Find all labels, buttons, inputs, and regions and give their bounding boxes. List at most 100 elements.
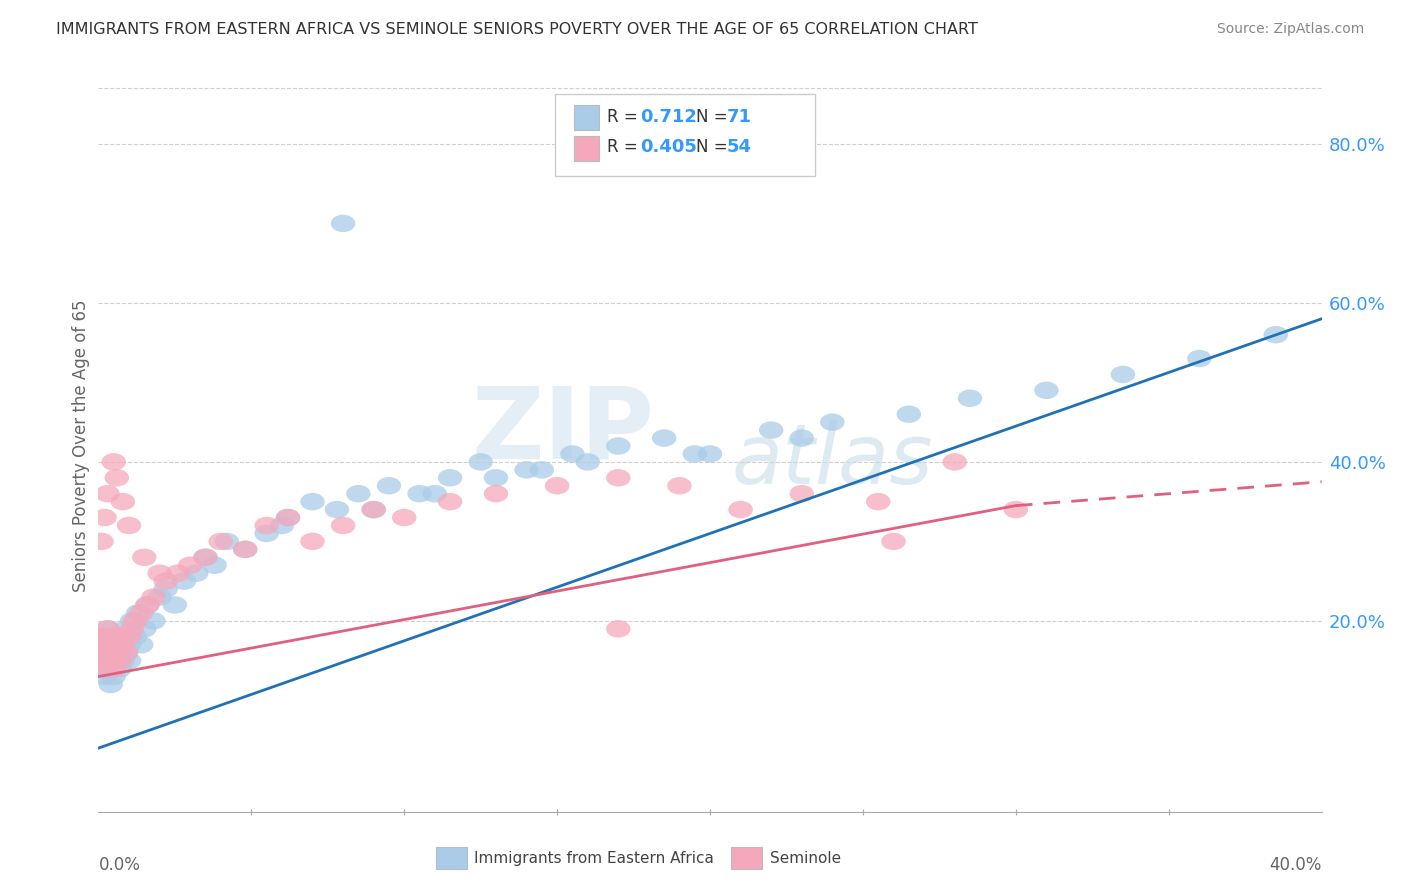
- Ellipse shape: [98, 652, 122, 669]
- Ellipse shape: [96, 620, 120, 638]
- Ellipse shape: [148, 589, 172, 606]
- Ellipse shape: [560, 445, 585, 463]
- Text: atlas: atlas: [731, 420, 934, 501]
- Ellipse shape: [108, 628, 132, 646]
- Ellipse shape: [515, 461, 538, 479]
- Ellipse shape: [330, 215, 356, 232]
- Text: R =: R =: [607, 108, 644, 126]
- Ellipse shape: [193, 549, 218, 566]
- Ellipse shape: [141, 612, 166, 630]
- Ellipse shape: [325, 501, 349, 518]
- Ellipse shape: [361, 501, 385, 518]
- Ellipse shape: [682, 445, 707, 463]
- Ellipse shape: [96, 620, 120, 638]
- Ellipse shape: [163, 596, 187, 614]
- Ellipse shape: [132, 620, 156, 638]
- Ellipse shape: [606, 437, 630, 455]
- Ellipse shape: [98, 628, 122, 646]
- Text: 0.0%: 0.0%: [98, 855, 141, 873]
- Text: 71: 71: [727, 108, 752, 126]
- Ellipse shape: [202, 557, 226, 574]
- Ellipse shape: [93, 652, 117, 669]
- Ellipse shape: [89, 636, 114, 654]
- Ellipse shape: [114, 644, 138, 662]
- Ellipse shape: [254, 516, 278, 534]
- Ellipse shape: [89, 652, 114, 669]
- Ellipse shape: [301, 533, 325, 550]
- Ellipse shape: [184, 565, 208, 582]
- Ellipse shape: [215, 533, 239, 550]
- Ellipse shape: [96, 644, 120, 662]
- Ellipse shape: [652, 429, 676, 447]
- Ellipse shape: [208, 533, 233, 550]
- Ellipse shape: [114, 644, 138, 662]
- Ellipse shape: [276, 508, 301, 526]
- Ellipse shape: [606, 469, 630, 486]
- Ellipse shape: [233, 541, 257, 558]
- Ellipse shape: [89, 533, 114, 550]
- Ellipse shape: [93, 668, 117, 685]
- Ellipse shape: [117, 652, 141, 669]
- Ellipse shape: [153, 573, 179, 590]
- Ellipse shape: [117, 636, 141, 654]
- Ellipse shape: [866, 493, 890, 510]
- Ellipse shape: [668, 477, 692, 494]
- Ellipse shape: [166, 565, 190, 582]
- Ellipse shape: [484, 469, 508, 486]
- Ellipse shape: [790, 485, 814, 502]
- Ellipse shape: [93, 508, 117, 526]
- Ellipse shape: [437, 469, 463, 486]
- Text: 0.405: 0.405: [640, 138, 696, 156]
- Ellipse shape: [93, 660, 117, 677]
- Ellipse shape: [108, 644, 132, 662]
- Ellipse shape: [392, 508, 416, 526]
- Text: N =: N =: [696, 108, 733, 126]
- Ellipse shape: [1035, 382, 1059, 399]
- Ellipse shape: [98, 636, 122, 654]
- Ellipse shape: [437, 493, 463, 510]
- Ellipse shape: [101, 660, 127, 677]
- Ellipse shape: [108, 660, 132, 677]
- Ellipse shape: [129, 636, 153, 654]
- Ellipse shape: [575, 453, 600, 471]
- Text: R =: R =: [607, 138, 644, 156]
- Ellipse shape: [120, 612, 145, 630]
- Ellipse shape: [117, 628, 141, 646]
- Ellipse shape: [897, 406, 921, 423]
- Ellipse shape: [111, 636, 135, 654]
- Ellipse shape: [882, 533, 905, 550]
- Ellipse shape: [96, 485, 120, 502]
- Ellipse shape: [530, 461, 554, 479]
- Ellipse shape: [101, 668, 127, 685]
- Ellipse shape: [193, 549, 218, 566]
- Ellipse shape: [93, 636, 117, 654]
- Ellipse shape: [108, 652, 132, 669]
- Ellipse shape: [377, 477, 401, 494]
- Ellipse shape: [96, 660, 120, 677]
- Ellipse shape: [361, 501, 385, 518]
- Ellipse shape: [728, 501, 752, 518]
- Ellipse shape: [101, 628, 127, 646]
- Ellipse shape: [111, 493, 135, 510]
- Ellipse shape: [129, 604, 153, 622]
- Ellipse shape: [122, 628, 148, 646]
- Ellipse shape: [89, 660, 114, 677]
- Ellipse shape: [1264, 326, 1288, 343]
- Ellipse shape: [301, 493, 325, 510]
- Ellipse shape: [122, 612, 148, 630]
- Ellipse shape: [104, 652, 129, 669]
- Ellipse shape: [546, 477, 569, 494]
- Ellipse shape: [346, 485, 371, 502]
- Ellipse shape: [423, 485, 447, 502]
- Text: N =: N =: [696, 138, 733, 156]
- Ellipse shape: [408, 485, 432, 502]
- Ellipse shape: [98, 652, 122, 669]
- Ellipse shape: [101, 636, 127, 654]
- Ellipse shape: [127, 604, 150, 622]
- Ellipse shape: [254, 524, 278, 542]
- Ellipse shape: [120, 620, 145, 638]
- Ellipse shape: [942, 453, 967, 471]
- Ellipse shape: [1111, 366, 1135, 384]
- Ellipse shape: [957, 390, 983, 407]
- Text: 0.712: 0.712: [640, 108, 696, 126]
